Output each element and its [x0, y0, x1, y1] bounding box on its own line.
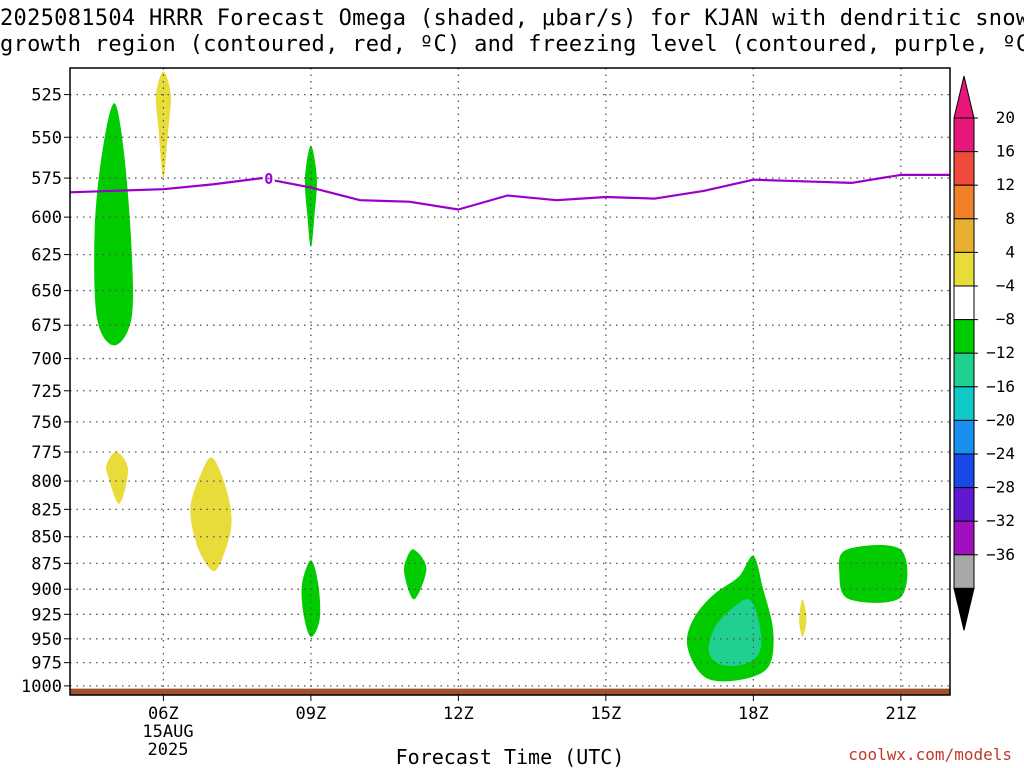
x-tick-label: 06Z — [148, 704, 179, 724]
y-tick-label: 825 — [31, 500, 62, 520]
omega-region-8 — [708, 599, 762, 667]
colorbar-label: −16 — [986, 377, 1015, 396]
y-tick-label: 625 — [31, 246, 62, 266]
colorbar-swatch — [953, 251, 975, 287]
colorbar-swatch — [953, 285, 975, 321]
y-axis: 525 550 575 600 625 650 675 700 725 750 775 800 825 8… — [21, 86, 70, 697]
surface-strip — [70, 688, 950, 695]
chart-title-line2: growth region (contoured, red, ºC) and f… — [0, 32, 1024, 57]
omega-shading — [94, 71, 908, 682]
colorbar-label: −24 — [986, 444, 1015, 463]
omega-region-9 — [799, 599, 807, 637]
freezing-level-contour: 0 — [70, 170, 950, 211]
x-date-day: 15AUG — [142, 722, 193, 742]
colorbar-swatch — [953, 453, 975, 489]
y-tick-label: 900 — [31, 580, 62, 600]
x-tick-label: 12Z — [443, 704, 474, 724]
colorbar: 20 16 12 8 4 −4 −8 −12 −16 −20 −24 −28 −32 −36 — [953, 75, 1015, 631]
x-tick-label: 18Z — [738, 704, 769, 724]
x-axis-title: Forecast Time (UTC) — [396, 745, 625, 768]
colorbar-swatch — [953, 386, 975, 421]
colorbar-swatch — [953, 520, 975, 556]
y-tick-label: 1000 — [21, 677, 62, 697]
y-tick-label: 650 — [31, 282, 62, 302]
omega-region-2 — [304, 145, 317, 248]
y-tick-label: 750 — [31, 413, 62, 433]
y-tick-label: 575 — [31, 169, 62, 189]
credit-text: coolwx.com/models — [848, 745, 1012, 764]
y-tick-label: 925 — [31, 605, 62, 625]
y-tick-label: 675 — [31, 316, 62, 336]
colorbar-swatch — [953, 419, 975, 455]
colorbar-swatch — [953, 352, 975, 388]
surface-layer — [70, 688, 950, 695]
colorbar-swatch — [953, 151, 975, 186]
x-axis: 06Z 09Z 12Z 15Z 18Z 21Z — [148, 695, 916, 724]
y-tick-label: 800 — [31, 472, 62, 492]
colorbar-label: −28 — [986, 478, 1015, 497]
omega-region-10 — [838, 545, 908, 603]
colorbar-label: −8 — [996, 310, 1015, 329]
y-tick-label: 700 — [31, 350, 62, 370]
x-tick-label: 15Z — [591, 704, 622, 724]
plot-frame — [69, 67, 951, 696]
y-tick-label: 775 — [31, 443, 62, 463]
colorbar-swatch — [953, 487, 975, 522]
omega-region-6 — [403, 549, 427, 600]
omega-region-3 — [105, 451, 129, 504]
colorbar-bottom-arrow — [953, 587, 975, 631]
colorbar-swatch — [953, 319, 975, 354]
omega-region-5 — [301, 560, 321, 637]
colorbar-label: 20 — [996, 108, 1015, 127]
colorbar-swatch — [953, 554, 975, 589]
y-tick-label: 525 — [31, 86, 62, 106]
y-tick-label: 725 — [31, 382, 62, 402]
freezing-level-label-bg — [262, 170, 275, 187]
colorbar-label: −4 — [996, 276, 1015, 295]
freezing-level-label: 0 — [264, 170, 273, 188]
colorbar-swatch — [953, 218, 975, 253]
colorbar-label: −12 — [986, 343, 1015, 362]
chart-title-line1: 2025081504 HRRR Forecast Omega (shaded, … — [0, 6, 1024, 31]
colorbar-label: 8 — [1005, 209, 1015, 228]
x-tick-label: 09Z — [296, 704, 327, 724]
y-tick-label: 975 — [31, 654, 62, 674]
colorbar-label: 12 — [996, 175, 1015, 194]
omega-region-1 — [155, 71, 171, 179]
colorbar-label: 16 — [996, 142, 1015, 161]
colorbar-label: 4 — [1005, 242, 1015, 261]
y-tick-label: 600 — [31, 208, 62, 228]
y-tick-label: 950 — [31, 630, 62, 650]
colorbar-label: −20 — [986, 410, 1015, 429]
colorbar-label: −36 — [986, 545, 1015, 564]
chart-title: 2025081504 HRRR Forecast Omega (shaded, … — [0, 6, 1024, 58]
x-date-year: 2025 — [148, 740, 189, 760]
y-tick-label: 850 — [31, 528, 62, 548]
y-tick-label: 875 — [31, 554, 62, 574]
x-tick-label: 21Z — [885, 704, 916, 724]
grid-lines — [70, 68, 950, 695]
colorbar-label: −32 — [986, 511, 1015, 530]
freezing-level-line — [70, 173, 950, 211]
omega-region-4 — [190, 457, 232, 571]
omega-region-0 — [94, 103, 134, 346]
y-tick-label: 550 — [31, 128, 62, 148]
colorbar-top-arrow — [953, 75, 975, 119]
colorbar-swatch — [953, 184, 975, 220]
colorbar-swatch — [953, 117, 975, 153]
